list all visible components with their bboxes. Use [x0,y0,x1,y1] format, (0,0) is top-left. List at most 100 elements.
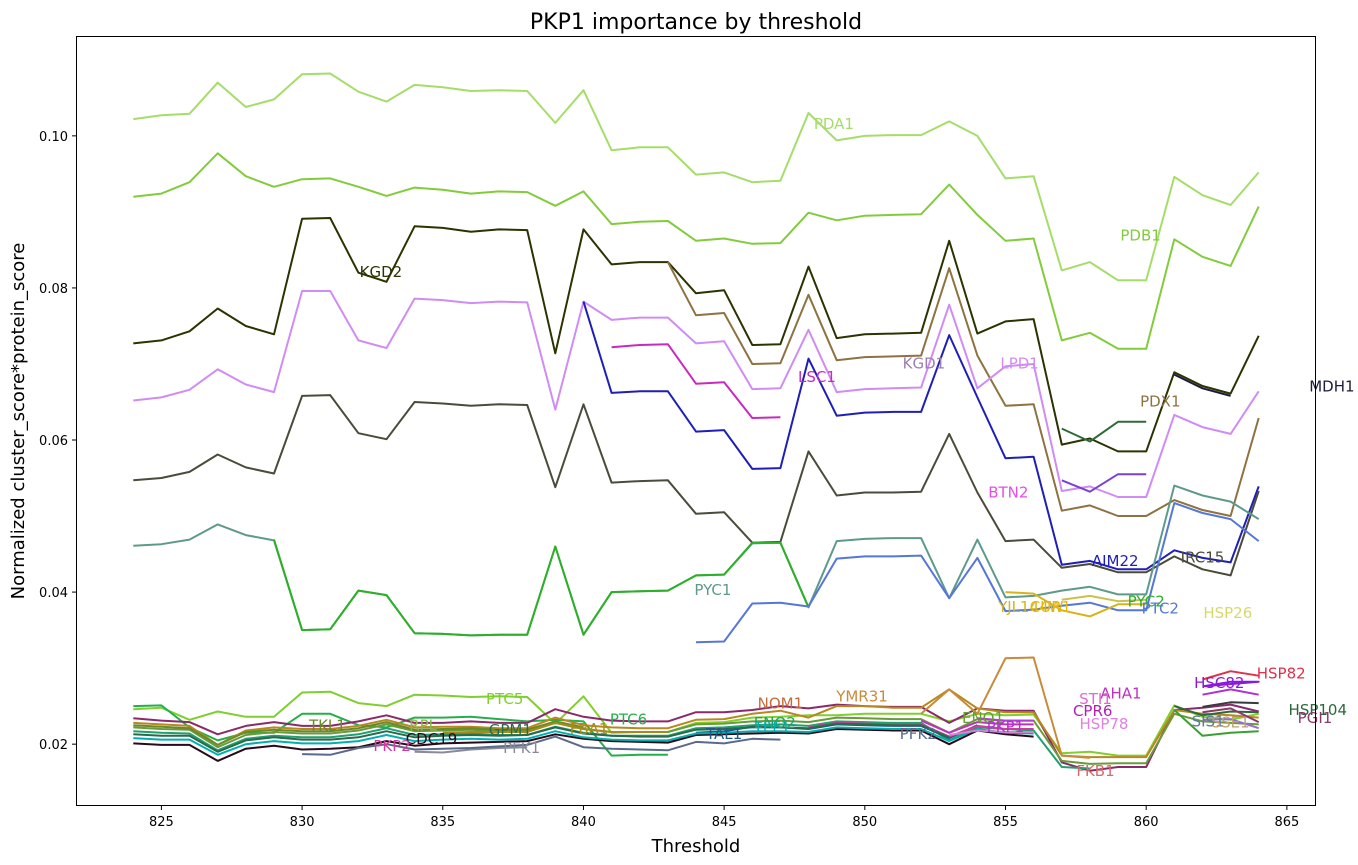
series-label-cdc19: CDC19 [406,730,458,748]
x-tick-label: 850 [852,815,877,830]
x-tick-label: 860 [1134,815,1159,830]
series-label-layer: PDA1 PDB1 KGD2 KGD1 LPD1 LSC1 MDH1 PDX1 BTN2 AIM2… [308,115,1355,780]
series-line-hsc82b [1202,688,1259,696]
series-line-sis1 [1173,709,1259,737]
series-line-hsp26 [1061,594,1147,603]
series-label-pda1: PDA1 [814,115,854,133]
series-label-cur1: CUR1 [1030,598,1071,616]
series-line-gpm1 [133,722,950,753]
series-line-pda1 [133,72,1260,282]
x-tick-label: 825 [149,815,174,830]
series-label-hsp26: HSP26 [1203,604,1252,622]
series-line-btn2 [1061,473,1147,493]
y-tick-label: 0.06 [39,434,68,449]
series-line-cdc19 [133,728,1034,762]
series-label-kgd2: KGD2 [360,263,403,281]
x-tick-label: 835 [430,815,455,830]
series-label-pkp2: PKP2 [373,737,410,755]
series-label-hsp104: HSP104 [1289,701,1347,719]
series-label-yjl144w: YJL144W [997,598,1064,616]
series-line-hsp82 [1202,670,1259,681]
series-line-fba1 [442,721,668,734]
series-label-eno1: ENO1 [962,709,1004,727]
x-tick-label: 855 [993,815,1018,830]
series-label-tkl1: TKL1 [308,716,346,734]
series-line-lsc1 [611,343,781,419]
series-label-fba1: FBA1 [570,720,609,738]
series-label-aim22: AIM22 [1092,552,1139,570]
series-line-irc15 [133,394,1260,577]
series-line-pdb1 [133,152,1260,350]
series-label-pyc1: PYC1 [694,581,731,599]
series-label-sti1: STI1 [1079,690,1112,708]
y-axis-label: Normalized cluster_score*protein_score [8,243,29,600]
series-layer [133,72,1260,772]
series-line-ptc2 [695,502,1260,644]
series-label-rpl: RPL [409,716,437,734]
series-label-ptc2: PTC2 [1142,599,1179,617]
series-label-ymr31: YMR31 [835,688,888,706]
series-line-tkl1 [133,720,584,746]
series-label-sis1: SIS1 [1192,713,1225,731]
x-tick-label: 840 [571,815,596,830]
series-line-pfk1 [414,746,528,754]
series-line-ptc5 [133,690,1259,757]
series-label-cpr6: CPR6 [1073,702,1113,720]
y-axis-ticks: 0.02 0.04 0.06 0.08 0.10 [39,130,77,753]
series-label-nom1: NOM1 [758,694,804,712]
series-label-fkb1: FKB1 [1076,762,1114,780]
y-tick-label: 0.02 [39,738,68,753]
series-label-gpm1: GPM1 [489,721,532,739]
x-tick-label: 865 [1274,815,1299,830]
series-label-sse1: SSE1 [1212,713,1250,731]
series-line-hsp104 [1173,705,1259,717]
series-line-sti1 [977,717,1034,722]
x-axis-ticks: 825 830 835 840 845 850 855 860 865 [149,805,1299,830]
series-label-mdh1: MDH1 [1309,377,1354,395]
series-label-btn2: BTN2 [988,484,1028,502]
y-tick-label: 0.10 [39,130,68,145]
series-label-hsp78: HSP78 [1080,715,1129,733]
x-tick-label: 830 [290,815,315,830]
series-line-sse1b [1202,718,1260,730]
series-label-irc15: IRC15 [1181,548,1225,566]
series-label-eno2: ENO2 [754,714,796,732]
series-line-pgk1 [302,735,781,756]
y-tick-label: 0.04 [39,586,68,601]
series-label-pdb1: PDB1 [1120,227,1160,245]
series-label-hsp82: HSP82 [1257,665,1306,683]
series-line-aha1 [920,719,1034,734]
series-line-hsc82 [1202,680,1260,688]
series-line-mdh1 [1173,373,1231,397]
series-line-yjl144w [1005,591,1147,618]
plot-frame [76,36,1316,806]
series-line-pdx1 [1061,420,1147,443]
series-line-tef1 [133,726,1034,756]
series-label-tal1: TAL1 [705,725,742,743]
series-label-hsc82: HSC82 [1194,674,1244,692]
series-line-pyc2 [273,539,810,637]
series-line-ptc6 [133,704,668,757]
x-tick-label: 845 [712,815,737,830]
series-line-pgi1 [1202,707,1260,723]
series-label-lsc1: LSC1 [798,368,836,386]
series-label-pdx1: PDX1 [1140,393,1180,411]
series-line-kgd2 [133,217,1260,453]
series-label-ptc6: PTC6 [610,710,647,728]
series-label-pyc2: PYC2 [1128,593,1165,611]
series-label-pfk2: PFK2 [900,725,937,743]
series-label-tef1: TEF1 [753,718,791,736]
series-line-aim22 [582,301,1260,571]
series-label-lpd1: LPD1 [1000,355,1039,373]
series-label-kgd1: KGD1 [903,355,946,373]
series-line-eno1 [133,712,1259,765]
series-label-aha1: AHA1 [1100,685,1141,703]
series-line-kgd1 [667,261,1260,517]
series-label-pfk1: PFK1 [503,739,540,757]
y-tick-label: 0.08 [39,282,68,297]
x-axis-label: Threshold [651,836,741,857]
series-line-sse1 [1202,701,1259,708]
series-line-lpd1 [133,290,1260,498]
series-label-pkp1: PKP1 [987,718,1024,736]
